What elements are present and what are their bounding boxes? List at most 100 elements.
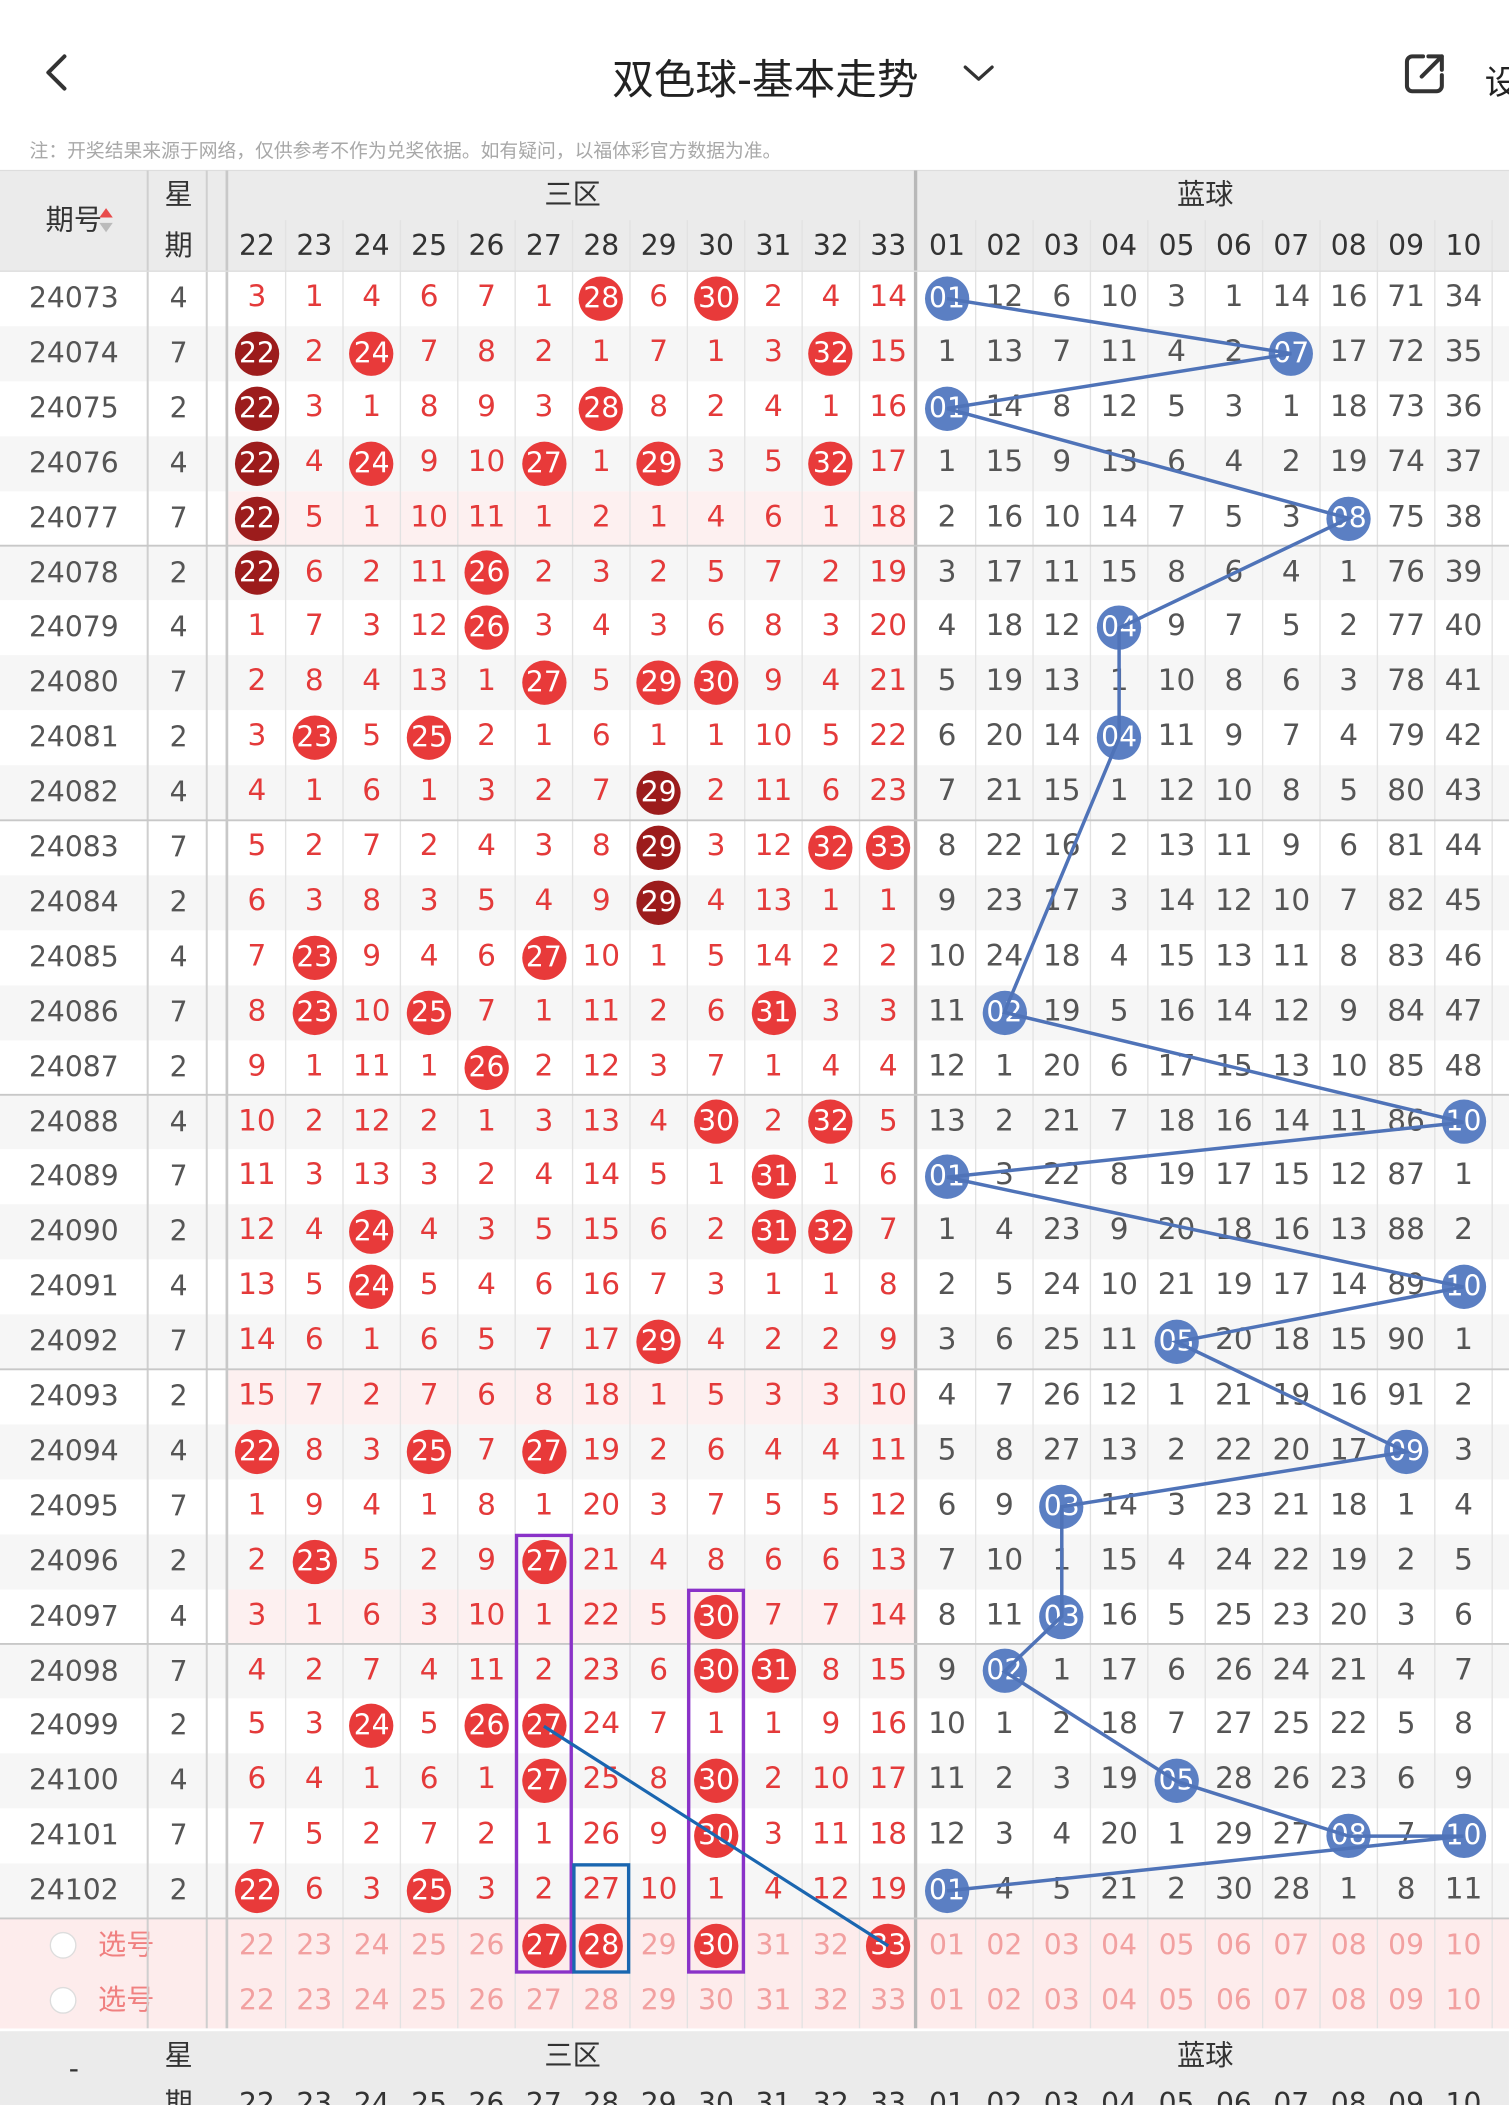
pick-blue-option[interactable]: 05 xyxy=(1158,1929,1195,1962)
blue-miss-count: 19 xyxy=(1329,1543,1368,1578)
footer-week-header-2: 期 xyxy=(164,2087,193,2105)
blue-miss-count: 9 xyxy=(937,1653,957,1687)
blue-miss-count: 25 xyxy=(1272,1708,1311,1742)
pick-red-option[interactable]: 26 xyxy=(468,1984,505,2017)
pick-blue-option[interactable]: 04 xyxy=(1101,1984,1138,2017)
pick-red-option[interactable]: 24 xyxy=(353,1984,390,2017)
red-miss-count: 7 xyxy=(649,1268,669,1303)
pick-red-option[interactable]: 32 xyxy=(812,1984,849,2017)
pick-radio[interactable] xyxy=(49,1986,77,2014)
settings-link[interactable]: 设 xyxy=(1485,56,1509,104)
pick-blue-option[interactable]: 05 xyxy=(1158,1984,1195,2017)
pick-blue-option[interactable]: 09 xyxy=(1388,1984,1425,2017)
pick-radio[interactable] xyxy=(49,1931,77,1959)
red-ball: 31 xyxy=(751,1209,796,1255)
red-miss-count: 18 xyxy=(582,1378,621,1413)
blue-miss-count: 5 xyxy=(1052,1872,1072,1907)
chevron-down-icon[interactable] xyxy=(961,59,996,86)
pick-blue-option[interactable]: 08 xyxy=(1330,1929,1367,1962)
blue-miss-count: 17 xyxy=(1215,1159,1253,1193)
red-miss-count: 13 xyxy=(238,1268,276,1303)
pick-red-option[interactable]: 25 xyxy=(411,1984,448,2017)
blue-miss-count: 8 xyxy=(1109,1159,1129,1193)
blue-miss-count: 72 xyxy=(1387,335,1425,370)
red-miss-count: 10 xyxy=(467,1598,506,1632)
red-miss-count: 1 xyxy=(591,445,611,479)
pick-blue-option[interactable]: 09 xyxy=(1388,1929,1425,1962)
blue-miss-count: 4 xyxy=(937,610,957,644)
pick-red-option[interactable]: 31 xyxy=(755,1984,792,2017)
pick-blue-option[interactable]: 10 xyxy=(1445,1929,1482,1962)
red-miss-count: 3 xyxy=(878,994,898,1028)
red-miss-count: 17 xyxy=(869,445,908,479)
red-ball: 31 xyxy=(751,990,796,1035)
pick-red-option[interactable]: 29 xyxy=(640,1929,677,1962)
pick-red-option[interactable]: 23 xyxy=(296,1929,333,1962)
red-miss-count: 10 xyxy=(639,1872,678,1907)
red-ball: 30 xyxy=(693,1594,739,1639)
red-miss-count: 3 xyxy=(247,719,267,754)
blue-miss-count: 5 xyxy=(1339,774,1359,809)
red-miss-count: 3 xyxy=(304,1159,324,1193)
pick-red-option[interactable]: 32 xyxy=(812,1929,849,1962)
red-miss-count: 3 xyxy=(304,390,324,424)
selected-red-ball[interactable]: 33 xyxy=(866,1923,911,1969)
pick-red-option[interactable]: 22 xyxy=(238,1984,275,2017)
pick-red-option[interactable]: 33 xyxy=(870,1984,907,2017)
pick-red-option[interactable]: 29 xyxy=(640,1984,677,2017)
pick-label[interactable]: 选号 xyxy=(98,1929,155,1962)
blue-ball: 05 xyxy=(1154,1319,1199,1365)
pick-blue-option[interactable]: 08 xyxy=(1330,1984,1367,2017)
selected-red-ball[interactable]: 28 xyxy=(579,1923,624,1969)
blue-ball: 07 xyxy=(1269,331,1314,376)
sort-icon[interactable] xyxy=(97,205,116,235)
red-miss-count: 6 xyxy=(419,280,439,315)
pick-blue-option[interactable]: 07 xyxy=(1273,1984,1310,2017)
week-cell: 7 xyxy=(169,831,188,864)
pick-red-option[interactable]: 31 xyxy=(755,1929,792,1962)
pick-blue-option[interactable]: 06 xyxy=(1215,1984,1252,2017)
blue-ball: 01 xyxy=(924,276,970,321)
red-miss-count: 7 xyxy=(591,774,611,809)
pick-blue-option[interactable]: 10 xyxy=(1445,1984,1482,2017)
pick-blue-option[interactable]: 02 xyxy=(986,1984,1023,2017)
red-ball: 32 xyxy=(808,825,853,870)
red-ball: 22 xyxy=(234,386,280,431)
pick-red-option[interactable]: 25 xyxy=(411,1929,448,1962)
share-icon[interactable] xyxy=(1399,48,1450,99)
page-title[interactable]: 双色球-基本走势 xyxy=(612,56,919,105)
pick-red-option[interactable]: 28 xyxy=(583,1984,620,2017)
red-miss-count: 1 xyxy=(419,774,439,809)
blue-miss-count: 2 xyxy=(994,1104,1014,1138)
pick-red-option[interactable]: 26 xyxy=(468,1929,505,1962)
back-arrow-icon[interactable] xyxy=(35,48,83,96)
blue-miss-count: 9 xyxy=(1339,994,1359,1028)
blue-miss-count: 2 xyxy=(1281,445,1301,479)
pick-blue-option[interactable]: 07 xyxy=(1273,1929,1310,1962)
pick-blue-option[interactable]: 04 xyxy=(1101,1929,1138,1962)
pick-blue-option[interactable]: 03 xyxy=(1043,1929,1080,1962)
red-col-header: 31 xyxy=(755,229,792,262)
pick-blue-option[interactable]: 01 xyxy=(929,1929,965,1962)
blue-miss-count: 4 xyxy=(1281,555,1301,589)
issue-cell: 24079 xyxy=(28,611,119,644)
red-miss-count: 6 xyxy=(821,774,841,809)
red-miss-count: 19 xyxy=(582,1433,621,1468)
pick-blue-option[interactable]: 03 xyxy=(1043,1984,1080,2017)
pick-red-option[interactable]: 23 xyxy=(296,1984,333,2017)
pick-blue-option[interactable]: 02 xyxy=(986,1929,1023,1962)
selected-red-ball[interactable]: 30 xyxy=(693,1923,739,1969)
red-miss-count: 7 xyxy=(649,1708,669,1742)
issue-cell: 24101 xyxy=(28,1819,119,1852)
red-miss-count: 9 xyxy=(878,1323,898,1358)
blue-miss-count: 1 xyxy=(1339,1872,1359,1907)
pick-red-option[interactable]: 22 xyxy=(238,1929,275,1962)
red-ball: 27 xyxy=(521,441,567,486)
pick-red-option[interactable]: 27 xyxy=(525,1984,562,2017)
pick-blue-option[interactable]: 06 xyxy=(1215,1929,1252,1962)
selected-red-ball[interactable]: 27 xyxy=(521,1923,567,1969)
pick-red-option[interactable]: 24 xyxy=(353,1929,390,1962)
pick-red-option[interactable]: 30 xyxy=(698,1984,734,2017)
pick-blue-option[interactable]: 01 xyxy=(929,1984,965,2017)
pick-label[interactable]: 选号 xyxy=(98,1984,155,2017)
